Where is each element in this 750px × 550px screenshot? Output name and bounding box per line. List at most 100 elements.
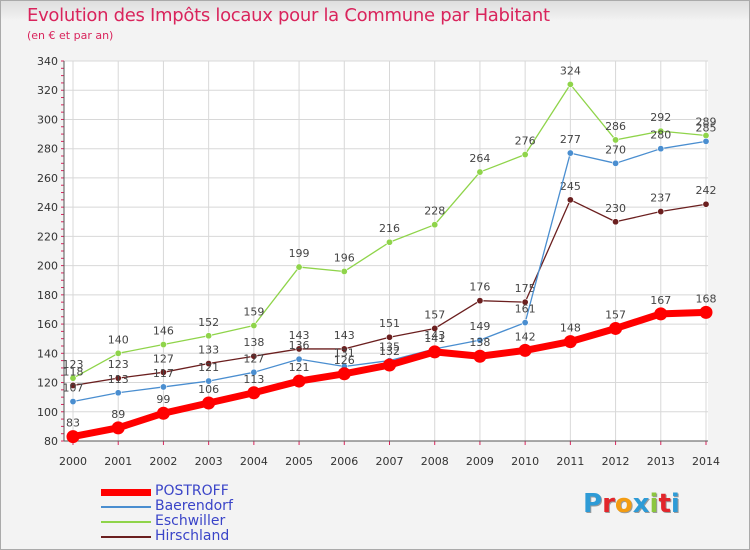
data-label-hirschland-2005: 143 bbox=[289, 329, 310, 342]
chart-subtitle: (en € et par an) bbox=[27, 29, 114, 42]
y-tick-label: 100 bbox=[37, 406, 58, 419]
y-tick-label: 220 bbox=[37, 230, 58, 243]
y-tick-label: 200 bbox=[37, 260, 58, 273]
y-tick-label: 320 bbox=[37, 84, 58, 97]
data-label-baerendorf-2008: 143 bbox=[424, 329, 445, 342]
data-point-postroff-2013 bbox=[654, 307, 668, 321]
x-tick-label: 2001 bbox=[104, 455, 132, 468]
data-label-hirschland-2014: 242 bbox=[696, 184, 717, 197]
data-point-hirschland-2000 bbox=[69, 381, 77, 389]
data-point-postroff-2012 bbox=[609, 321, 623, 335]
data-point-eschwiller-2006 bbox=[340, 267, 348, 275]
data-point-postroff-2009 bbox=[473, 349, 487, 363]
x-tick-label: 2007 bbox=[376, 455, 404, 468]
y-tick-label: 240 bbox=[37, 201, 58, 214]
data-point-hirschland-2008 bbox=[431, 324, 439, 332]
data-label-baerendorf-2003: 121 bbox=[198, 361, 219, 374]
data-label-baerendorf-2011: 277 bbox=[560, 133, 581, 146]
data-label-hirschland-2006: 143 bbox=[334, 329, 355, 342]
data-label-baerendorf-2013: 280 bbox=[650, 129, 671, 142]
x-tick-label: 2010 bbox=[511, 455, 539, 468]
y-tick-label: 120 bbox=[37, 377, 58, 390]
data-label-hirschland-2004: 138 bbox=[243, 336, 264, 349]
x-tick-label: 2008 bbox=[421, 455, 449, 468]
data-label-postroff-2013: 167 bbox=[650, 294, 671, 307]
data-point-hirschland-2007 bbox=[385, 333, 393, 341]
data-label-eschwiller-2003: 152 bbox=[198, 316, 219, 329]
data-label-hirschland-2011: 245 bbox=[560, 180, 581, 193]
data-label-postroff-2008: 141 bbox=[424, 332, 445, 345]
data-point-postroff-2008 bbox=[428, 345, 442, 359]
data-point-hirschland-2009 bbox=[476, 297, 484, 305]
data-point-hirschland-2006 bbox=[340, 345, 348, 353]
legend-item-hirschland: Hirschland bbox=[101, 529, 321, 545]
data-label-postroff-2010: 142 bbox=[515, 330, 536, 343]
data-label-eschwiller-2000: 123 bbox=[63, 358, 84, 371]
data-label-eschwiller-2005: 199 bbox=[289, 247, 310, 260]
data-label-eschwiller-2001: 140 bbox=[108, 333, 129, 346]
data-label-postroff-2011: 148 bbox=[560, 322, 581, 335]
y-tick-label: 140 bbox=[37, 347, 58, 360]
data-label-postroff-2009: 138 bbox=[469, 336, 490, 349]
data-label-baerendorf-2009: 149 bbox=[469, 320, 490, 333]
data-label-hirschland-2000: 118 bbox=[63, 365, 84, 378]
data-point-baerendorf-2012 bbox=[612, 159, 620, 167]
y-tick-label: 300 bbox=[37, 113, 58, 126]
data-label-postroff-2000: 83 bbox=[66, 417, 80, 430]
data-label-postroff-2005: 121 bbox=[289, 361, 310, 374]
data-point-eschwiller-2010 bbox=[521, 151, 529, 159]
data-label-postroff-2007: 132 bbox=[379, 345, 400, 358]
data-point-hirschland-2004 bbox=[250, 352, 258, 360]
x-tick-label: 2009 bbox=[466, 455, 494, 468]
data-label-postroff-2014: 168 bbox=[696, 292, 717, 305]
data-point-baerendorf-2002 bbox=[159, 383, 167, 391]
data-point-eschwiller-2013 bbox=[657, 127, 665, 135]
legend-item-postroff: POSTROFF bbox=[101, 483, 321, 500]
y-tick-label: 160 bbox=[37, 318, 58, 331]
data-point-postroff-2002 bbox=[156, 406, 170, 420]
data-label-hirschland-2001: 123 bbox=[108, 358, 129, 371]
legend-label-postroff: POSTROFF bbox=[155, 483, 229, 499]
logo-letter: i bbox=[649, 489, 659, 519]
data-point-hirschland-2014 bbox=[702, 200, 710, 208]
data-label-hirschland-2013: 237 bbox=[650, 192, 671, 205]
data-label-baerendorf-2010: 161 bbox=[515, 303, 536, 316]
data-label-baerendorf-2012: 270 bbox=[605, 143, 626, 156]
data-point-postroff-2005 bbox=[292, 374, 306, 388]
data-label-postroff-2002: 99 bbox=[156, 393, 170, 406]
x-tick-label: 2012 bbox=[602, 455, 630, 468]
x-tick-label: 2006 bbox=[330, 455, 358, 468]
data-point-baerendorf-2009 bbox=[476, 336, 484, 344]
logo-letter: o bbox=[614, 489, 633, 519]
data-point-hirschland-2012 bbox=[612, 218, 620, 226]
data-point-postroff-2000 bbox=[66, 430, 80, 444]
y-tick-label: 80 bbox=[44, 435, 58, 448]
data-point-baerendorf-2010 bbox=[521, 319, 529, 327]
data-label-postroff-2004: 113 bbox=[243, 373, 264, 386]
data-label-baerendorf-2001: 113 bbox=[108, 373, 129, 386]
data-point-postroff-2001 bbox=[111, 421, 125, 435]
data-label-eschwiller-2002: 146 bbox=[153, 325, 174, 338]
data-point-hirschland-2002 bbox=[159, 368, 167, 376]
data-label-hirschland-2009: 176 bbox=[469, 281, 490, 294]
data-point-postroff-2004 bbox=[247, 386, 261, 400]
data-label-eschwiller-2006: 196 bbox=[334, 251, 355, 264]
data-label-postroff-2003: 106 bbox=[198, 383, 219, 396]
data-label-eschwiller-2014: 289 bbox=[696, 116, 717, 129]
chart-title: Evolution des Impôts locaux pour la Comm… bbox=[27, 5, 550, 26]
data-point-eschwiller-2004 bbox=[250, 322, 258, 330]
data-point-eschwiller-2007 bbox=[385, 238, 393, 246]
data-label-baerendorf-2000: 107 bbox=[63, 382, 84, 395]
data-label-baerendorf-2005: 136 bbox=[289, 339, 310, 352]
data-point-eschwiller-2002 bbox=[159, 341, 167, 349]
data-point-postroff-2010 bbox=[518, 343, 532, 357]
legend-item-eschwiller: Eschwiller bbox=[101, 514, 321, 530]
data-point-hirschland-2003 bbox=[205, 360, 213, 368]
x-tick-label: 2003 bbox=[195, 455, 223, 468]
data-label-postroff-2006: 126 bbox=[334, 354, 355, 367]
x-tick-label: 2002 bbox=[149, 455, 177, 468]
data-point-eschwiller-2009 bbox=[476, 168, 484, 176]
data-label-hirschland-2003: 133 bbox=[198, 344, 219, 357]
logo-letter: t bbox=[658, 489, 671, 519]
